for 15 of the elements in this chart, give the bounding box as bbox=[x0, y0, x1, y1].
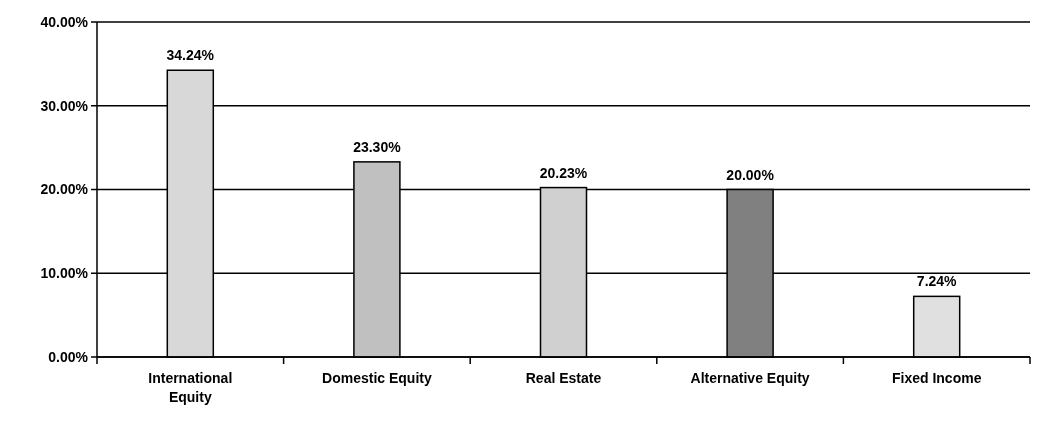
data-label: 23.30% bbox=[353, 138, 402, 155]
data-label: 20.23% bbox=[539, 164, 588, 181]
y-tick-label: 0.00% bbox=[48, 348, 89, 365]
y-tick-label: 10.00% bbox=[40, 265, 89, 282]
x-tick-label: Fixed Income bbox=[891, 370, 982, 386]
x-tick-label: Domestic Equity bbox=[322, 370, 432, 386]
x-tick-label: Alternative Equity bbox=[690, 370, 810, 386]
data-label: 34.24% bbox=[166, 47, 215, 64]
y-tick-label: 20.00% bbox=[40, 181, 89, 198]
y-tick-label: 30.00% bbox=[40, 97, 89, 114]
data-label: 7.24% bbox=[916, 273, 958, 290]
x-tick-label: International Equity bbox=[148, 370, 233, 405]
y-tick-label: 40.00% bbox=[40, 13, 89, 30]
x-tick-label: Real Estate bbox=[525, 370, 602, 386]
data-label: 20.00% bbox=[726, 166, 775, 183]
